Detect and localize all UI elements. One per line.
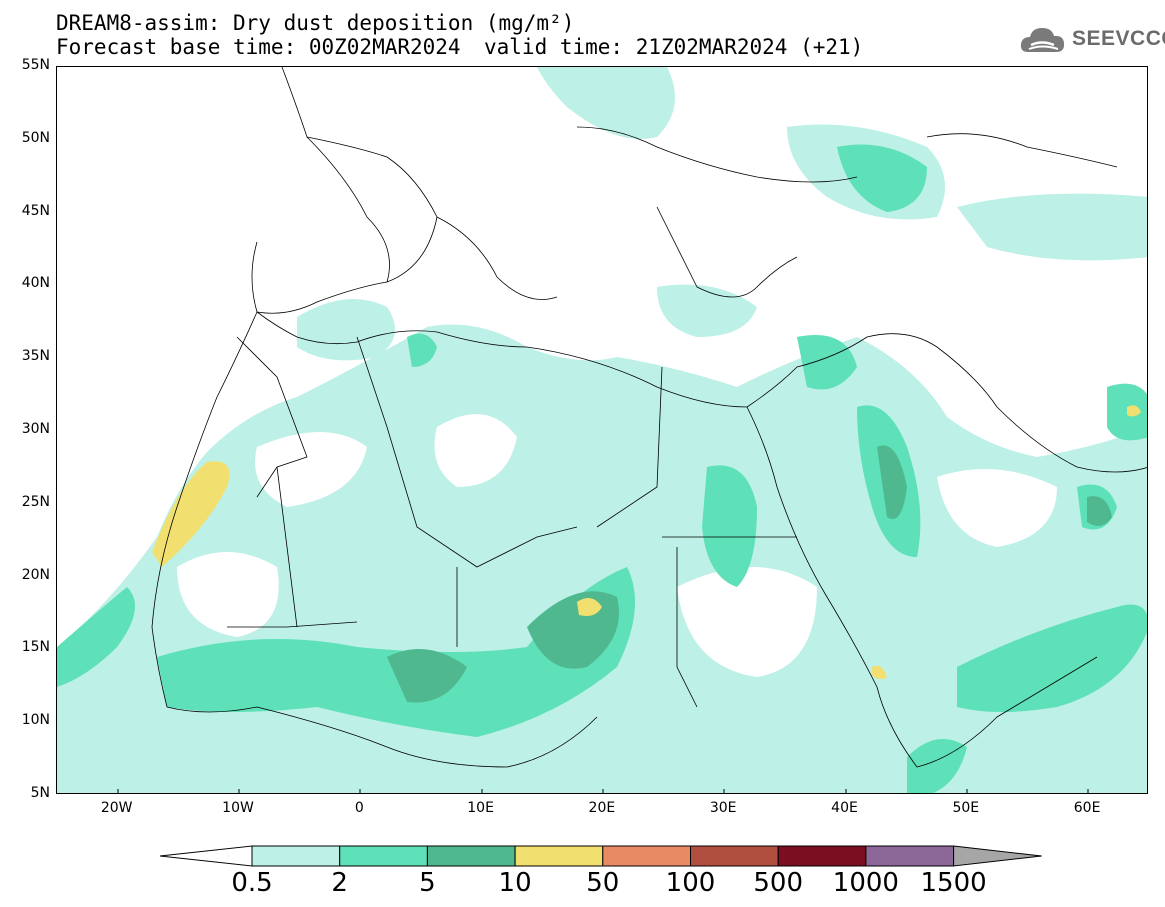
lon-tick-label: 30E bbox=[709, 800, 737, 816]
lat-tick-label: 20N bbox=[21, 566, 50, 583]
lon-tick-label: 20W bbox=[100, 800, 133, 816]
colorbar-label: 50 bbox=[586, 868, 620, 898]
colorbar-label: 500 bbox=[753, 868, 803, 898]
map-title: DREAM8-assim: Dry dust deposition (mg/m²… bbox=[56, 11, 575, 35]
colorbar-label: 5 bbox=[419, 868, 436, 898]
dust-deposition-map bbox=[56, 66, 1148, 794]
colorbar-label: 10 bbox=[498, 868, 532, 898]
lat-tick-label: 40N bbox=[21, 275, 50, 292]
colorbar-low-arrow bbox=[159, 845, 253, 867]
colorbar-segment bbox=[426, 845, 516, 867]
colorbar-segment bbox=[602, 845, 691, 867]
colorbar-segment bbox=[514, 845, 604, 867]
forecast-base-time: Forecast base time: 00Z02MAR2024 bbox=[56, 35, 461, 59]
colorbar-svg bbox=[159, 845, 1042, 867]
valid-time: valid time: 21Z02MAR2024 (+21) bbox=[484, 35, 864, 59]
lat-tick-label: 55N bbox=[21, 57, 50, 73]
colorbar-segment bbox=[339, 845, 428, 867]
lat-tick-label: 35N bbox=[21, 348, 50, 365]
colorbar-segment bbox=[777, 845, 867, 867]
lat-tick-label: 10N bbox=[21, 712, 50, 729]
lon-tick-label: 10W bbox=[222, 800, 254, 816]
lon-tick-label: 20E bbox=[588, 800, 616, 816]
logo-text: SEEVCCC bbox=[1072, 27, 1165, 50]
map-canvas bbox=[57, 67, 1147, 793]
colorbar-segment bbox=[251, 845, 341, 867]
colorbar-high-arrow bbox=[953, 845, 1042, 867]
lat-tick-label: 15N bbox=[21, 639, 50, 656]
seevccc-logo: SEEVCCC bbox=[1018, 22, 1165, 62]
lat-tick-label: 45N bbox=[21, 202, 50, 219]
colorbar-segment bbox=[690, 845, 779, 867]
cloud-icon bbox=[1020, 28, 1065, 52]
lat-tick-label: 5N bbox=[30, 785, 50, 801]
dust-field bbox=[57, 67, 1147, 793]
grid-ticks bbox=[117, 789, 1089, 793]
lat-tick-label: 50N bbox=[21, 129, 50, 146]
colorbar-segment bbox=[865, 845, 955, 867]
lon-tick-label: 0 bbox=[354, 800, 364, 816]
colorbar-label: 1500 bbox=[920, 868, 987, 898]
colorbar-label: 1000 bbox=[832, 868, 899, 898]
lon-tick-label: 50E bbox=[952, 800, 980, 816]
lon-tick-label: 40E bbox=[831, 800, 858, 816]
lat-tick-label: 25N bbox=[21, 493, 50, 510]
lon-tick-label: 60E bbox=[1073, 800, 1101, 816]
colorbar bbox=[159, 843, 1045, 873]
coastlines-borders bbox=[151, 67, 1147, 768]
colorbar-label: 0.5 bbox=[231, 868, 273, 898]
colorbar-label: 2 bbox=[331, 868, 348, 898]
lat-tick-label: 30N bbox=[21, 421, 50, 437]
lon-tick-label: 10E bbox=[467, 800, 494, 816]
colorbar-label: 100 bbox=[665, 868, 716, 898]
